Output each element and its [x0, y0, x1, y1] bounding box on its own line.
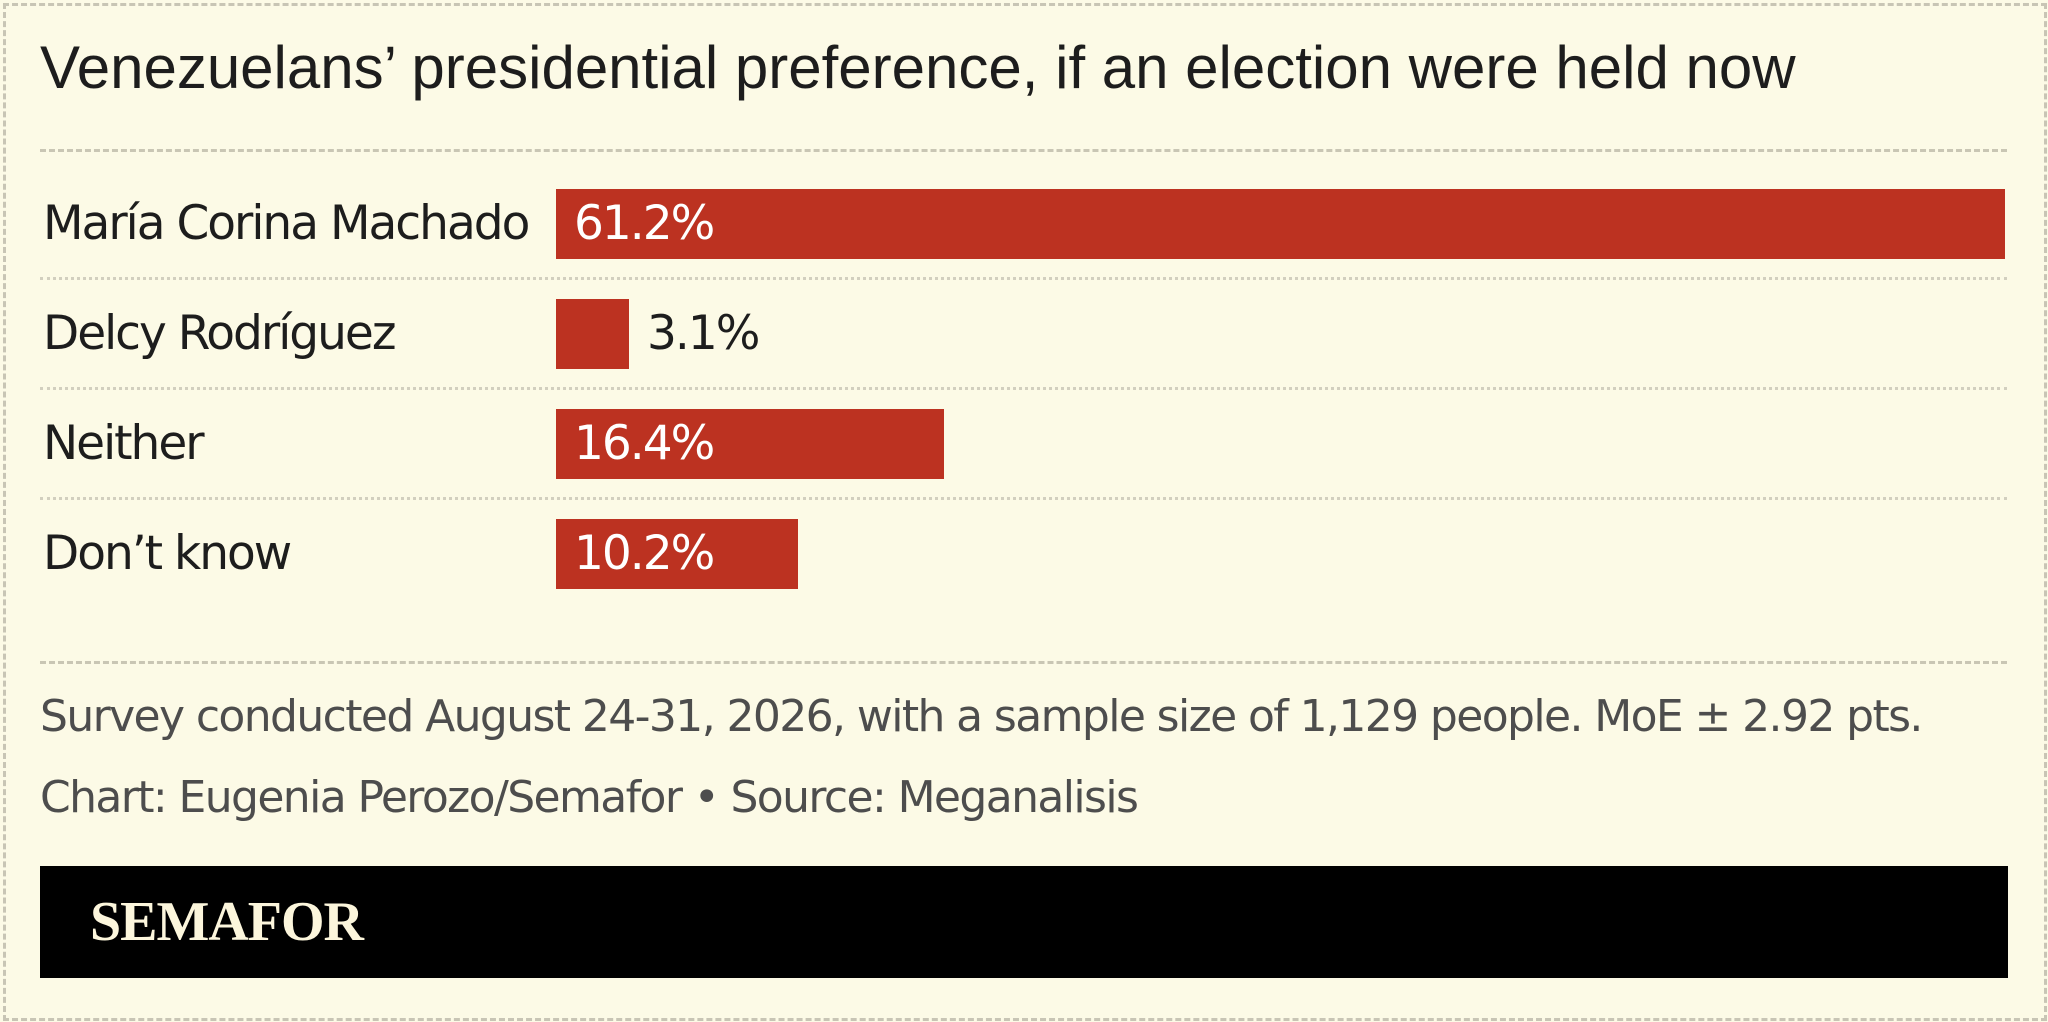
bar	[556, 409, 944, 479]
category-label: Neither	[43, 416, 205, 471]
bar-value-label: 3.1%	[647, 306, 760, 361]
bar-value-label: 16.4%	[574, 416, 715, 471]
category-label: María Corina Machado	[43, 196, 530, 251]
bar-value-label: 61.2%	[574, 196, 715, 251]
bar	[556, 299, 629, 369]
chart-credit: Chart: Eugenia Perozo/Semafor • Source: …	[40, 772, 1139, 823]
row-divider	[40, 277, 2007, 280]
semafor-logo: SEMAFOR	[90, 891, 364, 953]
row-divider	[40, 497, 2007, 500]
survey-note: Survey conducted August 24-31, 2026, wit…	[40, 691, 1923, 742]
category-label: Don’t know	[43, 526, 292, 581]
bar	[556, 519, 798, 589]
bar	[556, 189, 2005, 259]
footer-divider	[40, 661, 2007, 664]
footer-band: SEMAFOR	[40, 866, 2008, 978]
row-divider	[40, 387, 2007, 390]
title-divider	[40, 149, 2007, 152]
category-label: Delcy Rodríguez	[43, 306, 396, 361]
chart-title: Venezuelans’ presidential preference, if…	[40, 34, 1796, 101]
bar-value-label: 10.2%	[574, 526, 715, 581]
chart-frame	[3, 3, 2047, 1021]
